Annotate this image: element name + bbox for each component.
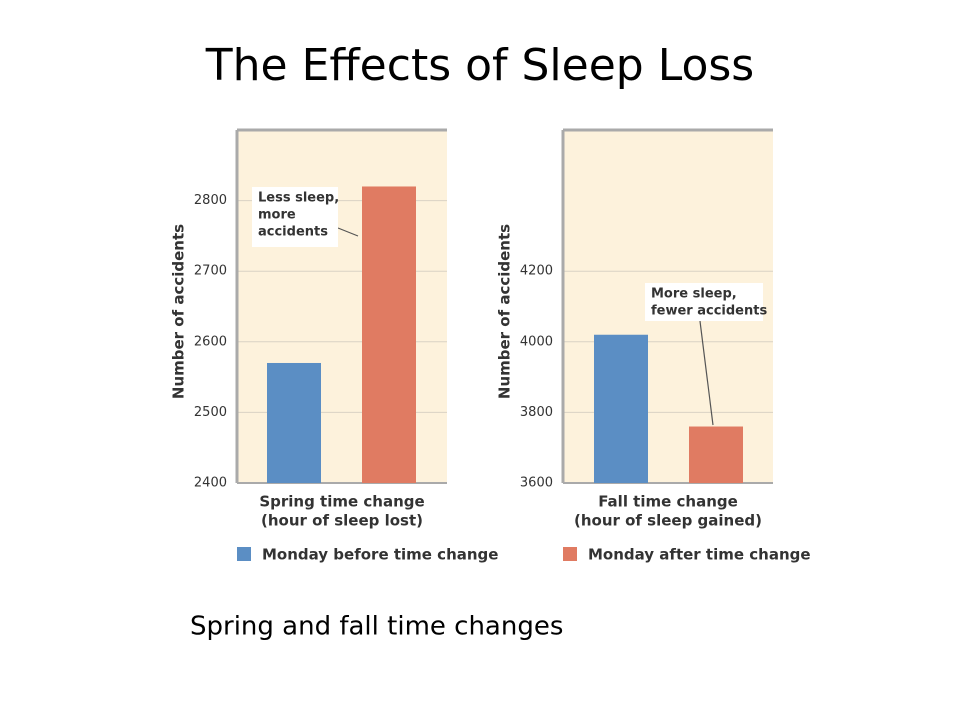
- annotation-box: [645, 283, 763, 321]
- annotation-pointer: [699, 320, 714, 426]
- legend-swatch: [563, 547, 577, 561]
- y-tick-label: 2700: [194, 264, 227, 279]
- annotation-box: [252, 187, 338, 247]
- x-axis-label: Spring time change: [259, 493, 424, 511]
- y-tick-label: 4000: [520, 334, 553, 349]
- annotation: More sleep,: [651, 287, 737, 302]
- x-axis-label: Fall time change: [598, 493, 738, 511]
- y-tick-label: 3800: [520, 405, 553, 420]
- bar: [594, 334, 648, 483]
- annotation-pointer: [337, 227, 359, 237]
- y-tick-label: 2800: [194, 193, 227, 208]
- bar: [267, 362, 321, 483]
- y-axis-label: Number of accidents: [170, 224, 188, 399]
- annotation: fewer accidents: [651, 304, 767, 319]
- caption: Spring and fall time changes: [190, 612, 563, 642]
- annotation: more: [258, 208, 296, 223]
- y-tick-label: 4200: [520, 264, 553, 279]
- x-axis-label: (hour of sleep lost): [261, 512, 423, 530]
- y-axis-label: Number of accidents: [496, 224, 514, 399]
- y-tick-label: 2400: [194, 476, 227, 491]
- bar: [689, 426, 743, 483]
- slide-title: The Effects of Sleep Loss: [205, 40, 754, 91]
- bar: [362, 186, 416, 484]
- y-tick-label: 3600: [520, 476, 553, 491]
- y-tick-label: 2500: [194, 405, 227, 420]
- legend-label: Monday after time change: [588, 546, 811, 564]
- x-axis-label: (hour of sleep gained): [574, 512, 762, 530]
- y-tick-label: 2600: [194, 334, 227, 349]
- annotation: accidents: [258, 225, 328, 240]
- annotation: Less sleep,: [258, 191, 339, 206]
- legend-label: Monday before time change: [262, 546, 498, 564]
- legend-swatch: [237, 547, 251, 561]
